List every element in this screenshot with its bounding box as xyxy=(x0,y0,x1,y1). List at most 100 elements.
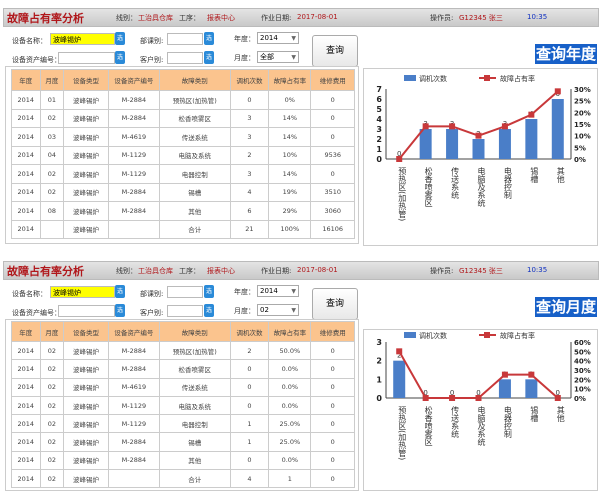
right-tick-label: 20% xyxy=(574,376,591,384)
customer-label: 客户别: xyxy=(140,56,164,64)
device-name-input[interactable]: 波峰锡炉 xyxy=(50,286,115,298)
table-cell: 2014 xyxy=(11,182,41,202)
page-title: 故障占有率分析 xyxy=(7,265,84,278)
query-mode-label: 查询年度 xyxy=(534,44,597,64)
table-cell: 波峰锡炉 xyxy=(63,414,109,434)
table-cell: 0.0% xyxy=(268,377,312,397)
left-tick-label: 1 xyxy=(376,375,382,384)
table-row: 2014 波峰锡炉 合计 21 100% 16106 xyxy=(11,219,355,239)
rate-marker xyxy=(501,371,508,378)
dept-label: 部课别: xyxy=(140,290,164,298)
line-label: 线别： xyxy=(116,14,137,22)
device-name-select-button[interactable]: 选 xyxy=(115,32,125,45)
table-cell: 02 xyxy=(39,182,65,202)
right-tick-label: 5% xyxy=(574,144,586,152)
table-cell: 0 xyxy=(310,450,355,471)
category-label: 松香喷雾区 xyxy=(424,405,433,446)
device-name-input[interactable]: 波峰锡炉 xyxy=(50,33,115,45)
query-button[interactable]: 查询 xyxy=(312,35,358,67)
customer-input[interactable] xyxy=(167,305,203,317)
asset-input[interactable] xyxy=(58,305,115,317)
table-cell: 0 xyxy=(310,340,355,361)
dept-input[interactable] xyxy=(167,286,203,298)
table-row: 2014 02 波峰锡炉 M-1129 电器控制 1 25.0% 0 xyxy=(11,414,355,434)
year-select[interactable]: 2014 ▼ xyxy=(257,32,299,44)
table-cell: 2 xyxy=(229,340,270,361)
table-row: 2014 03 波峰锡炉 M-4619 传送系统 3 14% 0 xyxy=(11,127,355,147)
table-row: 2014 04 波峰锡炉 M-1129 电脑及系统 2 10% 9536 xyxy=(11,145,355,165)
table-row: 2014 02 波峰锡炉 M-2884 松香喷雾区 0 0.0% 0 xyxy=(11,359,355,379)
category-label: 电脑及系统 xyxy=(477,166,486,208)
process-value: 报表中心 xyxy=(207,14,235,22)
asset-input[interactable] xyxy=(58,52,115,64)
table-cell: 3 xyxy=(229,127,270,147)
customer-select-button[interactable]: 选 xyxy=(204,51,214,64)
table-cell: 08 xyxy=(39,201,65,221)
table-cell: 02 xyxy=(39,414,65,434)
right-tick-label: 10% xyxy=(574,386,591,394)
bar xyxy=(551,99,564,159)
dept-label: 部课别: xyxy=(140,37,164,45)
dept-select-button[interactable]: 选 xyxy=(204,285,214,298)
bar xyxy=(472,139,485,159)
table-cell: 2014 xyxy=(11,201,41,221)
asset-select-button[interactable]: 选 xyxy=(115,304,125,317)
table-cell: M-2884 xyxy=(107,450,160,471)
asset-select-button[interactable]: 选 xyxy=(115,51,125,64)
year-label: 年度： xyxy=(234,35,255,43)
table-cell: 10% xyxy=(268,145,312,165)
dept-select-button[interactable]: 选 xyxy=(204,32,214,45)
query-button[interactable]: 查询 xyxy=(312,288,358,320)
table-cell: 波峰锡炉 xyxy=(63,201,109,221)
table-cell: 1 xyxy=(268,469,312,489)
year-select[interactable]: 2014 ▼ xyxy=(257,285,299,297)
bar xyxy=(446,129,459,159)
table-cell: 电脑及系统 xyxy=(158,395,231,416)
operator-label: 操作员: xyxy=(430,267,454,275)
table-cell: 0 xyxy=(229,359,270,379)
table-cell: 0 xyxy=(310,108,355,128)
table-cell: 19% xyxy=(268,182,312,202)
table-cell: 02 xyxy=(39,359,65,379)
table-cell: 松香喷雾区 xyxy=(158,108,231,128)
month-select[interactable]: 全部 ▼ xyxy=(257,51,299,63)
dept-input[interactable] xyxy=(167,33,203,45)
right-tick-label: 25% xyxy=(574,98,591,106)
customer-select-button[interactable]: 选 xyxy=(204,304,214,317)
table-cell: 0 xyxy=(310,377,355,397)
table-row: 2014 01 波峰锡炉 M-2884 预热区(加热管) 0 0% 0 xyxy=(11,90,355,110)
column-header: 故障占有率 xyxy=(268,69,312,91)
table-cell: 02 xyxy=(39,108,65,128)
table-cell: 0 xyxy=(229,377,270,397)
table-cell: 3510 xyxy=(310,182,355,202)
left-tick-label: 1 xyxy=(376,145,382,154)
bar-data-label: 0 xyxy=(397,150,401,158)
table-cell: 3060 xyxy=(310,201,355,221)
table-frame xyxy=(5,66,359,244)
table-cell: 29% xyxy=(268,201,312,221)
right-tick-label: 15% xyxy=(574,121,591,129)
column-header: 设备资产编号 xyxy=(107,69,160,91)
table-cell: 预热区(加热管) xyxy=(158,90,231,110)
table-cell: 25.0% xyxy=(268,414,312,434)
device-name-select-button[interactable]: 选 xyxy=(115,285,125,298)
rate-marker xyxy=(422,123,429,130)
table-cell: 电器控制 xyxy=(158,164,231,184)
table-cell: 1 xyxy=(229,414,270,434)
year-value: 2014 xyxy=(260,34,278,42)
customer-input[interactable] xyxy=(167,52,203,64)
rate-marker xyxy=(449,123,456,130)
month-select[interactable]: 02 ▼ xyxy=(257,304,299,316)
table-cell: 传送系统 xyxy=(158,377,231,397)
left-tick-label: 7 xyxy=(376,85,382,94)
asset-label: 设备资产编号： xyxy=(12,56,61,64)
legend-bar-swatch xyxy=(404,75,416,81)
table-cell: 2014 xyxy=(11,432,41,452)
date-label: 作业日期: xyxy=(261,14,292,22)
table-cell: 1 xyxy=(229,432,270,452)
bar xyxy=(498,129,511,159)
operator-value: G12345 张三 xyxy=(459,14,503,22)
table-cell xyxy=(107,219,160,239)
legend-bar-label: 调机次数 xyxy=(419,331,447,340)
left-tick-label: 6 xyxy=(376,95,382,104)
